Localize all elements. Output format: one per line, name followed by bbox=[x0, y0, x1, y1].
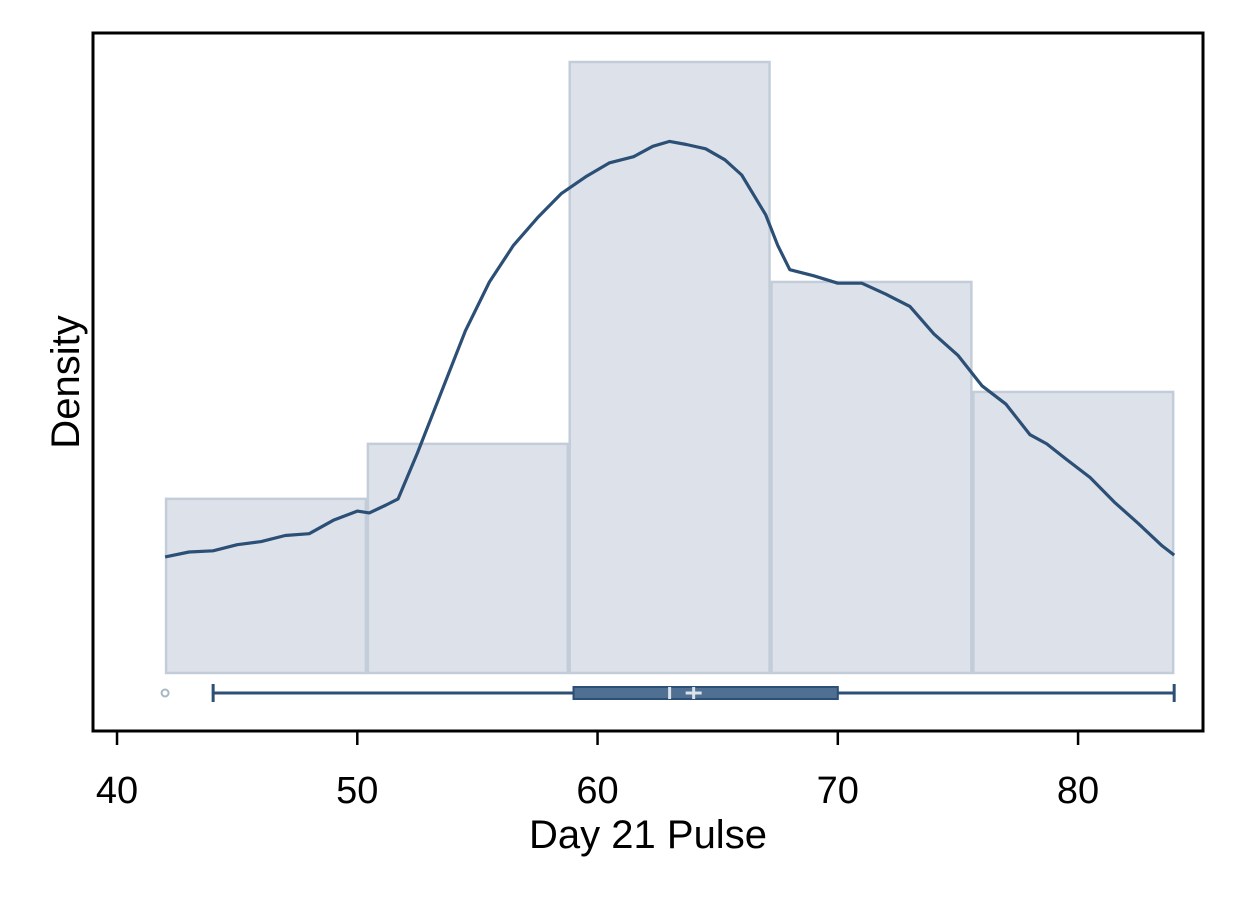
x-tick-label-70: 70 bbox=[817, 770, 859, 812]
x-tick-label-60: 60 bbox=[576, 770, 618, 812]
boxplot-box bbox=[572, 686, 839, 700]
histogram-bar-1 bbox=[164, 497, 368, 675]
x-tick-label-80: 80 bbox=[1057, 770, 1099, 812]
x-tick-label-40: 40 bbox=[96, 770, 138, 812]
x-axis-title: Day 21 Pulse bbox=[529, 813, 767, 857]
x-tick-label-50: 50 bbox=[336, 770, 378, 812]
histogram-bar-2 bbox=[366, 442, 569, 675]
boxplot-outlier-1 bbox=[160, 688, 170, 698]
y-axis-title: Density bbox=[44, 315, 88, 448]
histogram-bar-3 bbox=[568, 60, 771, 675]
plot-frame bbox=[91, 31, 1205, 733]
x-axis: 40 50 60 70 80 bbox=[96, 731, 1099, 812]
histogram-bar-5 bbox=[972, 390, 1175, 675]
histogram-bars bbox=[164, 60, 1175, 675]
density-curve-layer bbox=[164, 139, 1176, 559]
density-curve bbox=[164, 139, 1176, 559]
boxplot-layer bbox=[160, 684, 1176, 702]
histogram-bar-4 bbox=[770, 280, 973, 675]
